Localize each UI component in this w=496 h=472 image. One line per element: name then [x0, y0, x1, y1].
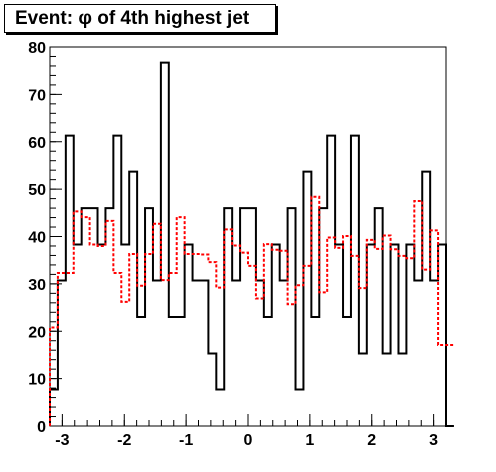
series-group: [49, 61, 454, 427]
x-tick-label: 2: [367, 432, 376, 449]
y-tick-label: 10: [28, 372, 46, 389]
axes: 0 10 20 30 40 50 60 70 80 -3 -2 -1 0 1 2 3: [28, 40, 447, 449]
x-tick-label: 1: [305, 432, 314, 449]
y-tick-label: 0: [37, 419, 46, 436]
y-tick-label: 20: [28, 324, 46, 341]
chart-title: Event: φ of 4th highest jet: [4, 4, 276, 33]
x-tick-label: -2: [117, 432, 131, 449]
x-tick-label: 3: [429, 432, 438, 449]
plot-frame: [49, 46, 447, 427]
x-tick-label: -1: [179, 432, 193, 449]
y-tick-label: 30: [28, 277, 46, 294]
y-tick-label: 50: [28, 182, 46, 199]
y-tick-label: 40: [28, 230, 46, 247]
x-tick-label: 0: [244, 432, 253, 449]
x-tick-label: -3: [55, 432, 69, 449]
y-tick-label: 80: [28, 40, 46, 57]
y-tick-label: 60: [28, 135, 46, 152]
y-tick-label: 70: [28, 87, 46, 104]
